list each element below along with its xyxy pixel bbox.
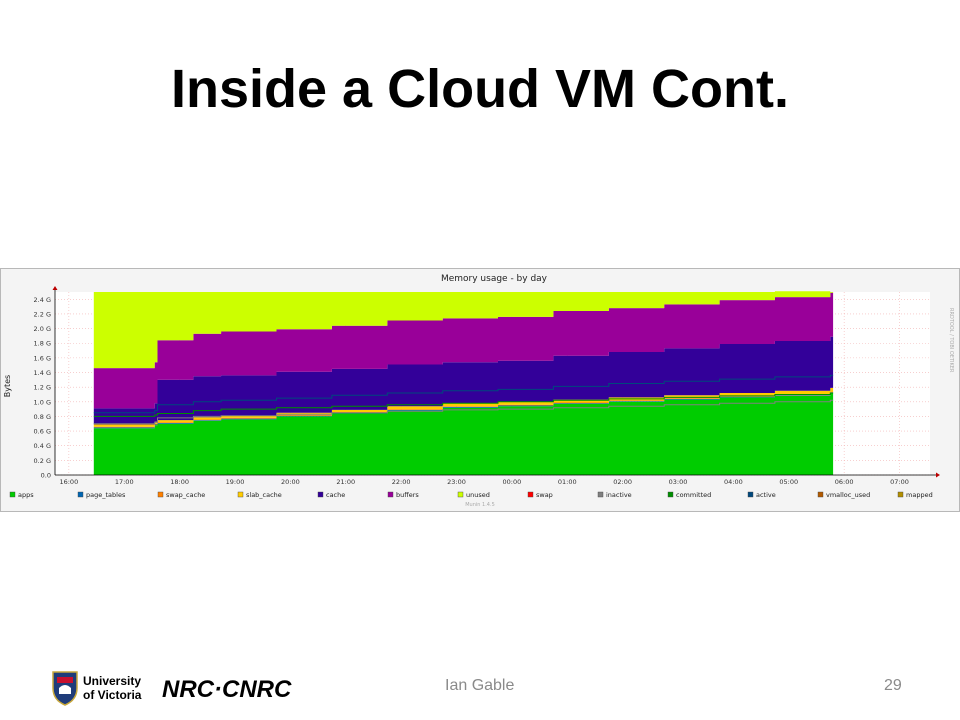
legend-label-swap: swap: [536, 491, 553, 499]
y-tick-label: 1.0 G: [34, 398, 51, 406]
legend-label-mapped: mapped: [906, 491, 933, 499]
slide-title: Inside a Cloud VM Cont.: [171, 59, 789, 119]
x-tick-label: 04:00: [724, 478, 743, 486]
area-swap_cache: [93, 391, 834, 428]
legend-swatch-apps: [9, 491, 16, 498]
x-tick-label: 06:00: [835, 478, 854, 486]
legend-label-apps: apps: [18, 491, 34, 499]
legend-label-active: active: [756, 491, 776, 499]
x-tick-label: 17:00: [115, 478, 134, 486]
uvic-logo: University of Victoria: [52, 671, 142, 706]
area-cache: [93, 336, 834, 425]
x-tick-label: 20:00: [281, 478, 300, 486]
y-axis-label: Bytes: [3, 375, 12, 397]
legend-swatch-swap: [527, 491, 534, 498]
x-tick-label: 21:00: [336, 478, 355, 486]
y-tick-label: 0.0: [41, 472, 51, 480]
x-tick-label: 00:00: [503, 478, 522, 486]
y-tick-label: 1.4 G: [34, 369, 51, 377]
legend-swatch-slab_cache: [237, 491, 244, 498]
memory-usage-chart: Memory usage - by day Bytes RRDTOOL / TO…: [0, 268, 960, 512]
chart-svg: Memory usage - by day Bytes RRDTOOL / TO…: [0, 268, 960, 512]
legend-swatch-committed: [667, 491, 674, 498]
legend-label-cache: cache: [326, 491, 345, 499]
x-tick-label: 19:00: [226, 478, 245, 486]
uvic-wordmark-line1: University: [83, 674, 141, 688]
legend-swatch-buffers: [387, 491, 394, 498]
y-tick-label: 0.4 G: [34, 442, 51, 450]
area-unused: [93, 291, 834, 369]
x-tick-label: 05:00: [779, 478, 798, 486]
line-committed: [93, 392, 834, 417]
x-tick-label: 07:00: [890, 478, 909, 486]
axis-layer: 0.0 0.2 G 0.4 G 0.6 G 0.8 G 1.0 G 1.2 G 1.4 G 1.…: [34, 286, 940, 486]
x-tick-label: 01:00: [558, 478, 577, 486]
rrdtool-side-label: RRDTOOL / TOBI OETIKER: [948, 308, 954, 373]
legend-label-page_tables: page_tables: [86, 491, 126, 499]
area-page_tables: [93, 392, 834, 429]
uvic-shield-book: [59, 685, 71, 694]
x-tick-label: 23:00: [447, 478, 466, 486]
x-tick-label: 02:00: [613, 478, 632, 486]
munin-footer: Munin 1.4.5: [465, 502, 495, 508]
legend-swatch-page_tables: [77, 491, 84, 498]
y-tick-label: 2.2 G: [34, 310, 51, 318]
area-buffers: [93, 292, 834, 409]
y-tick-label: 2.0 G: [34, 325, 51, 333]
y-tick-label: 1.2 G: [34, 384, 51, 392]
legend: apps page_tables swap_cache slab_cache cache…: [9, 491, 933, 499]
area-layer: [93, 291, 834, 475]
x-tick-label: 18:00: [170, 478, 189, 486]
legend-label-committed: committed: [676, 491, 711, 499]
legend-label-buffers: buffers: [396, 491, 419, 499]
y-tick-label: 0.2 G: [34, 457, 51, 465]
y-axis-arrow-icon: [52, 286, 58, 290]
uvic-wordmark-line2: of Victoria: [83, 688, 142, 702]
legend-label-unused: unused: [466, 491, 490, 499]
y-tick-label: 0.8 G: [34, 413, 51, 421]
x-tick-label: 22:00: [392, 478, 411, 486]
area-apps: [93, 393, 834, 475]
area-slab_cache: [93, 387, 834, 427]
legend-label-vmalloc_used: vmalloc_used: [826, 491, 870, 499]
x-axis-arrow-icon: [936, 472, 940, 478]
line-layer: [93, 374, 834, 425]
line-inactive: [93, 399, 834, 425]
line-active: [93, 374, 834, 414]
legend-swatch-swap_cache: [157, 491, 164, 498]
legend-swatch-unused: [457, 491, 464, 498]
y-tick-label: 0.6 G: [34, 428, 51, 436]
nrc-wordmark: NRC·CNRC: [162, 676, 292, 703]
page-number: 29: [884, 677, 902, 694]
legend-swatch-inactive: [597, 491, 604, 498]
legend-swatch-vmalloc_used: [817, 491, 824, 498]
legend-swatch-mapped: [897, 491, 904, 498]
legend-label-inactive: inactive: [606, 491, 632, 499]
legend-swatch-active: [747, 491, 754, 498]
legend-label-swap_cache: swap_cache: [166, 491, 205, 499]
x-tick-label: 16:00: [59, 478, 78, 486]
y-tick-label: 2.4 G: [34, 296, 51, 304]
chart-title: Memory usage - by day: [441, 274, 548, 284]
legend-label-slab_cache: slab_cache: [246, 491, 282, 499]
legend-swatch-cache: [317, 491, 324, 498]
presenter-name: Ian Gable: [445, 677, 515, 694]
y-tick-label: 1.6 G: [34, 354, 51, 362]
uvic-shield-band: [57, 677, 73, 683]
y-tick-label: 1.8 G: [34, 340, 51, 348]
x-tick-label: 03:00: [669, 478, 688, 486]
nrc-cnrc-logo: NRC·CNRC: [162, 676, 292, 703]
